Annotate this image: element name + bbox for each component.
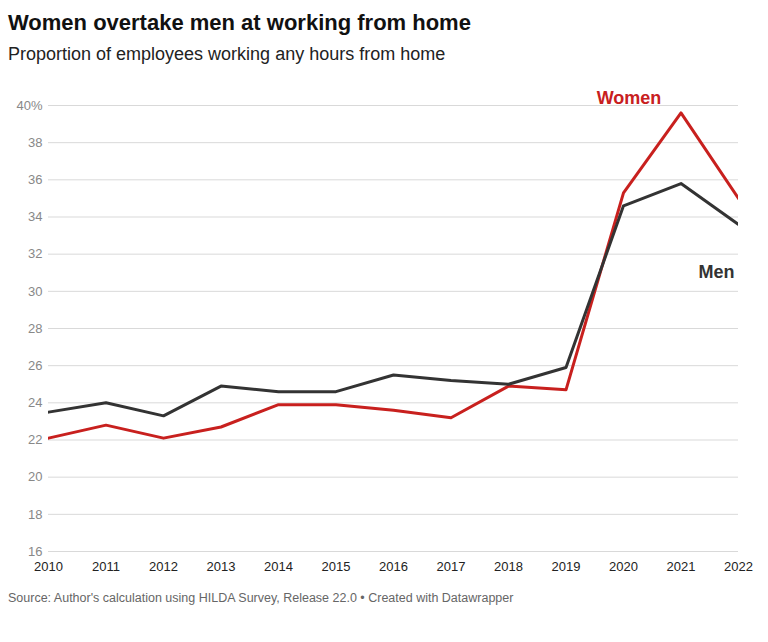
svg-text:2017: 2017 [437, 559, 466, 574]
svg-text:30: 30 [28, 283, 42, 298]
svg-text:2012: 2012 [149, 559, 178, 574]
svg-text:2018: 2018 [494, 559, 523, 574]
svg-text:40%: 40% [16, 98, 42, 113]
svg-text:26: 26 [28, 358, 42, 373]
svg-text:2021: 2021 [667, 559, 696, 574]
svg-text:36: 36 [28, 172, 42, 187]
html-text:Women overtake men at working: Women overtake men at working from home [8, 10, 471, 35]
svg-text:20: 20 [28, 469, 42, 484]
svg-text:2019: 2019 [552, 559, 581, 574]
svg-text:2013: 2013 [207, 559, 236, 574]
html-text:Proportion of employees workin: Proportion of employees working any hour… [8, 44, 446, 64]
svg-text:2020: 2020 [609, 559, 638, 574]
svg-text:Men: Men [699, 262, 735, 282]
svg-text:2016: 2016 [379, 559, 408, 574]
svg-text:2014: 2014 [264, 559, 293, 574]
svg-text:2010: 2010 [34, 559, 63, 574]
svg-text:2015: 2015 [322, 559, 351, 574]
svg-text:22: 22 [28, 432, 42, 447]
svg-text:34: 34 [28, 209, 42, 224]
svg-text:2022: 2022 [724, 559, 753, 574]
svg-text:2011: 2011 [92, 559, 120, 574]
html-text:Source: Author's calculation u: Source: Author's calculation using HILDA… [8, 591, 514, 605]
svg-text:32: 32 [28, 246, 42, 261]
svg-text:38: 38 [28, 135, 42, 150]
svg-text:24: 24 [28, 395, 42, 410]
svg-text:18: 18 [28, 506, 42, 521]
svg-text:Women: Women [597, 88, 662, 108]
svg-text:16: 16 [28, 544, 42, 559]
svg-text:28: 28 [28, 321, 42, 336]
